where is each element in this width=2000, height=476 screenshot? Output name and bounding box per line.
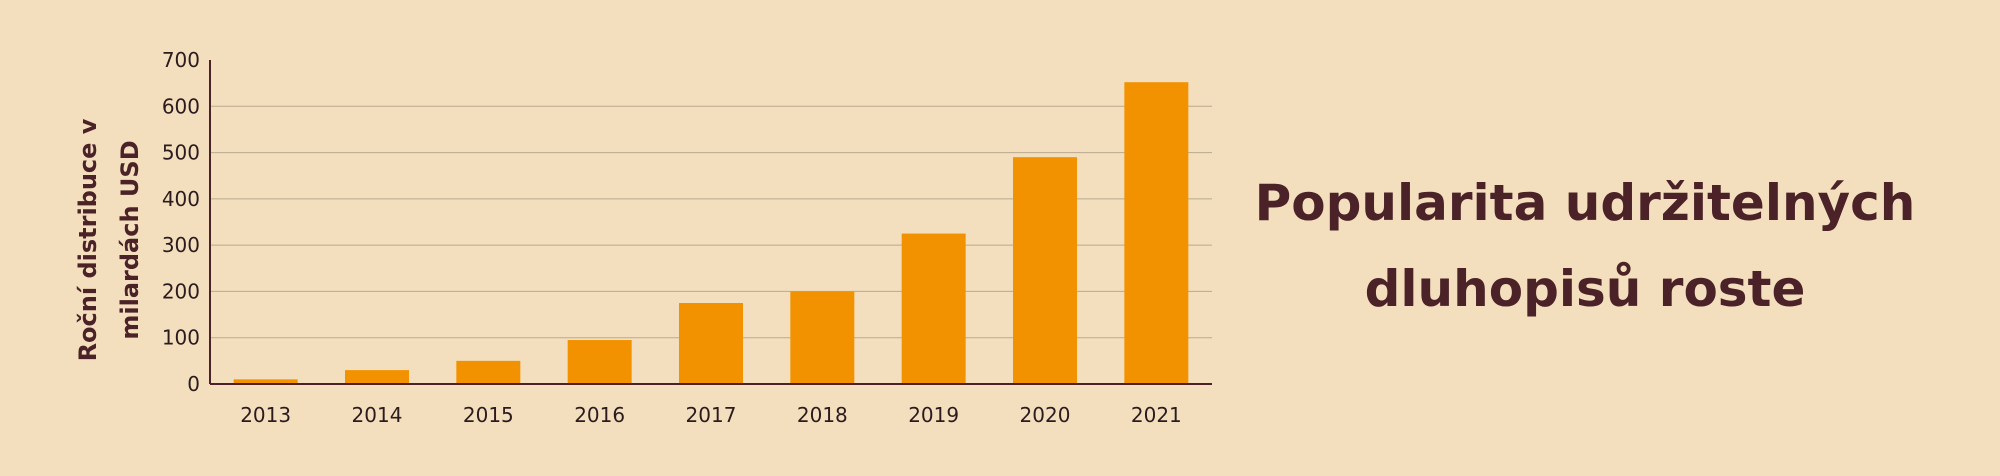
y-tick-label: 100 bbox=[162, 326, 200, 350]
bar-2017 bbox=[679, 303, 743, 384]
y-tick-label: 400 bbox=[162, 187, 200, 211]
x-tick-label: 2016 bbox=[574, 403, 625, 427]
x-tick-label: 2015 bbox=[463, 403, 514, 427]
y-tick-label: 500 bbox=[162, 141, 200, 165]
y-axis-title: Roční distribuce v milardách USD bbox=[74, 118, 144, 361]
x-tick-label: 2019 bbox=[908, 403, 959, 427]
headline-line-2: dluhopisů roste bbox=[1364, 260, 1806, 318]
y-tick-label: 600 bbox=[162, 94, 200, 118]
x-tick-label: 2018 bbox=[797, 403, 848, 427]
chart-area: 0 100 200 300 400 500 600 700 2013 2014 2015 2016 2… bbox=[74, 48, 1212, 427]
x-tick-label: 2013 bbox=[240, 403, 291, 427]
headline-line-1: Popularita udržitelných bbox=[1254, 174, 1916, 232]
bar-2019 bbox=[901, 233, 966, 384]
bars bbox=[233, 82, 1189, 385]
y-axis-label-line-2: milardách USD bbox=[116, 140, 144, 339]
bar-2018 bbox=[790, 291, 855, 384]
bar-2013 bbox=[233, 379, 298, 384]
headline: Popularita udržitelných dluhopisů roste bbox=[1240, 160, 1930, 332]
y-tick-label: 700 bbox=[162, 48, 200, 72]
y-tick-labels: 0 100 200 300 400 500 600 700 bbox=[162, 48, 200, 396]
y-tick-label: 200 bbox=[162, 279, 200, 303]
axes bbox=[209, 60, 1212, 385]
x-tick-label: 2021 bbox=[1131, 403, 1182, 427]
x-tick-label: 2017 bbox=[686, 403, 737, 427]
x-tick-label: 2014 bbox=[352, 403, 403, 427]
x-tick-label: 2020 bbox=[1020, 403, 1071, 427]
bar-2020 bbox=[1013, 157, 1077, 384]
y-axis-label-line-1: Roční distribuce v bbox=[74, 118, 102, 361]
y-tick-label: 0 bbox=[187, 372, 200, 396]
bar-2021 bbox=[1124, 82, 1189, 385]
y-tick-label: 300 bbox=[162, 233, 200, 257]
bar-2015 bbox=[456, 360, 521, 384]
bar-2016 bbox=[567, 340, 632, 384]
bar-2014 bbox=[345, 370, 409, 384]
x-tick-labels: 2013 2014 2015 2016 2017 2018 2019 2020 2021 bbox=[240, 403, 1182, 427]
